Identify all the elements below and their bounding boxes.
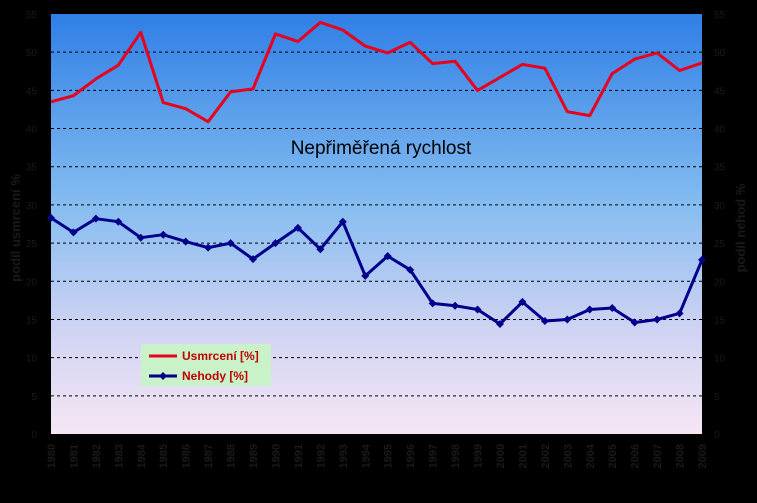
y-tick-left: 5: [31, 392, 37, 403]
y-tick-left: 0: [31, 430, 37, 441]
x-tick: 2001: [517, 444, 529, 468]
data-point: [69, 228, 78, 237]
data-point: [540, 316, 549, 325]
chart-annotation: Nepřiměřená rychlost: [291, 138, 472, 159]
legend-marker: [159, 372, 167, 380]
x-tick: 2003: [562, 444, 574, 468]
x-tick: 1989: [248, 444, 260, 468]
y-tick-right: 5: [714, 392, 720, 403]
data-point: [181, 237, 190, 246]
y-tick-right: 10: [714, 354, 726, 365]
x-tick: 1997: [428, 444, 440, 468]
x-tick: 1987: [203, 444, 215, 468]
y-tick-left: 30: [26, 201, 38, 212]
x-tick: 1984: [136, 443, 148, 468]
series-layer: [47, 20, 706, 329]
x-tick: 2009: [697, 444, 709, 468]
data-point: [159, 230, 168, 239]
left-axis-ticks: 0 5 10 15 20 25 30 35 40 45 50 55: [26, 10, 38, 441]
data-point: [383, 252, 392, 261]
y-tick-right: 0: [714, 430, 720, 441]
x-tick: 2008: [675, 444, 687, 468]
x-tick: 1994: [360, 443, 372, 468]
x-tick: 2007: [652, 444, 664, 468]
x-tick: 1985: [158, 444, 170, 468]
x-tick: 1999: [473, 444, 485, 468]
y-tick-right: 35: [714, 163, 726, 174]
y-tick-left: 10: [26, 354, 38, 365]
x-tick: 1998: [450, 444, 462, 468]
x-tick: 2002: [540, 444, 552, 468]
legend: Usmrcení [%] Nehody [%]: [141, 344, 271, 386]
data-point: [653, 315, 662, 324]
y-tick-left: 40: [26, 125, 38, 136]
y-tick-right: 15: [714, 315, 726, 326]
legend-label: Usmrcení [%]: [182, 349, 259, 363]
data-point: [630, 318, 639, 327]
y-tick-left: 50: [26, 48, 38, 59]
data-point: [249, 255, 258, 264]
x-tick: 1992: [315, 444, 327, 468]
data-point: [473, 305, 482, 314]
data-point: [563, 315, 572, 324]
x-tick: 1995: [383, 444, 395, 468]
data-point: [338, 217, 347, 226]
y-tick-left: 45: [26, 86, 38, 97]
data-point: [698, 255, 706, 264]
legend-label: Nehody [%]: [182, 369, 248, 383]
y-tick-right: 25: [714, 239, 726, 250]
data-point: [114, 217, 123, 226]
data-point: [361, 271, 370, 280]
x-tick: 1981: [68, 444, 80, 468]
data-point: [91, 214, 100, 223]
data-point: [136, 233, 145, 242]
data-point: [204, 243, 213, 252]
y-tick-right: 20: [714, 277, 726, 288]
x-tick: 1993: [338, 444, 350, 468]
data-point: [495, 320, 504, 329]
y-axis-right-label: podíl nehod %: [733, 183, 748, 272]
y-tick-left: 55: [26, 10, 38, 21]
y-tick-right: 30: [714, 201, 726, 212]
y-tick-left: 20: [26, 277, 38, 288]
x-tick: 2005: [607, 444, 619, 468]
data-point: [675, 309, 684, 318]
y-tick-right: 50: [714, 48, 726, 59]
data-point: [451, 301, 460, 310]
right-axis-ticks: 0 5 10 15 20 25 30 35 40 45 50 55: [714, 10, 726, 441]
series-line-1: [50, 20, 703, 124]
y-tick-right: 45: [714, 86, 726, 97]
data-point: [585, 305, 594, 314]
x-tick: 1982: [91, 444, 103, 468]
y-tick-left: 15: [26, 315, 38, 326]
x-tick: 1990: [270, 444, 282, 468]
x-tick: 1988: [226, 444, 238, 468]
x-tick: 1991: [293, 444, 305, 468]
data-point: [271, 239, 280, 248]
series-line-2: [50, 216, 704, 326]
x-tick: 1986: [181, 444, 193, 468]
y-tick-right: 40: [714, 125, 726, 136]
x-tick: 1983: [113, 444, 125, 468]
data-point: [608, 304, 617, 312]
data-point: [428, 299, 437, 308]
x-axis-ticks: 1980 1981 1982 1983 1984 1985 1986 1987 1988 1989…: [46, 443, 709, 468]
y-axis-left-label: podíl usmrcení %: [8, 174, 23, 282]
y-tick-left: 25: [26, 239, 38, 250]
y-tick-right: 55: [714, 10, 726, 21]
data-point: [316, 245, 325, 254]
x-tick: 1996: [405, 444, 417, 468]
x-tick: 2000: [495, 444, 507, 468]
data-point: [293, 223, 302, 232]
data-point: [226, 239, 235, 248]
data-point: [518, 297, 527, 306]
y-tick-left: 35: [26, 163, 38, 174]
x-tick: 1980: [46, 444, 58, 468]
x-tick: 2006: [630, 444, 642, 468]
data-point: [406, 265, 415, 274]
data-point: [47, 213, 55, 222]
x-tick: 2004: [585, 443, 597, 468]
